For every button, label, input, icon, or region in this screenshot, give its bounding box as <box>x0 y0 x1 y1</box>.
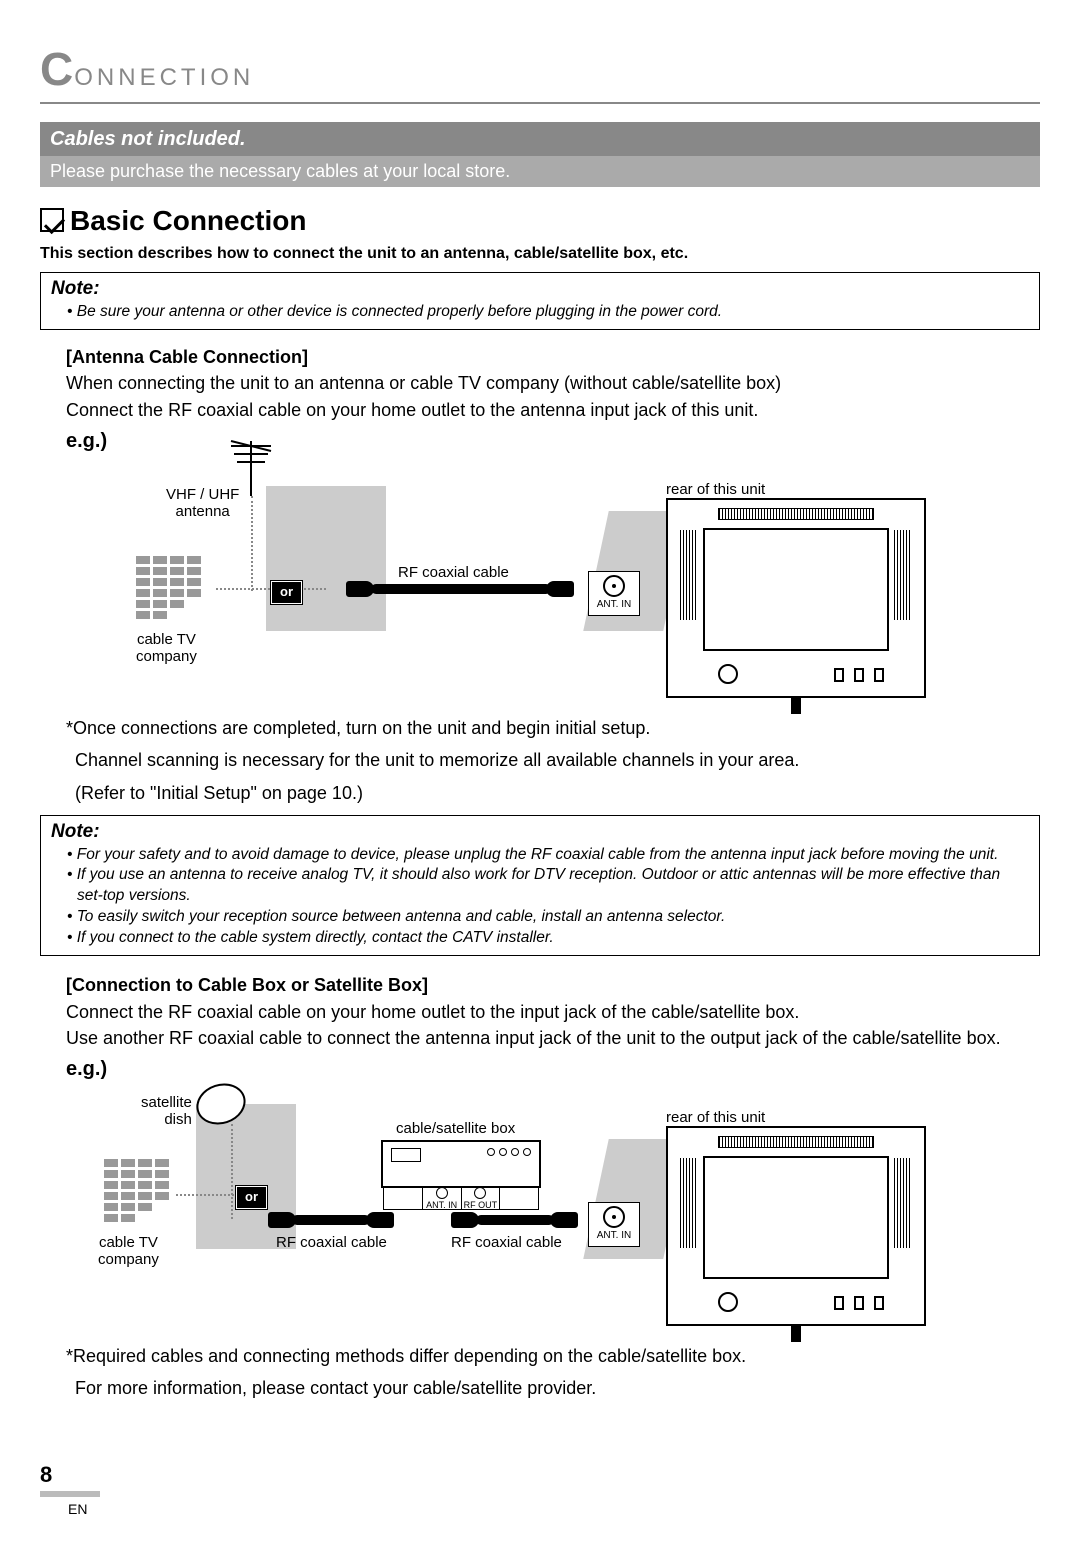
note-item: If you use an antenna to receive analog … <box>67 865 1029 907</box>
sat-dashed-line <box>231 1124 233 1219</box>
ant-in-jack: ANT. IN <box>588 571 640 616</box>
page-number: 8 <box>40 1462 52 1487</box>
cable2-line <box>476 1215 554 1225</box>
building-icon-2 <box>104 1159 174 1225</box>
cablesat-box-icon: ANT. IN RF OUT <box>381 1140 541 1188</box>
ant-in-text-2: ANT. IN <box>589 1229 639 1242</box>
checkbox-icon <box>40 208 64 232</box>
note-title: Note: <box>51 820 1029 845</box>
note-item: Be sure your antenna or other device is … <box>67 302 1029 323</box>
antenna-heading: [Antenna Cable Connection] <box>66 346 1040 369</box>
antenna-line1: When connecting the unit to an antenna o… <box>66 371 1040 395</box>
cable1-line <box>292 1215 370 1225</box>
ant-in-box-text: ANT. IN <box>426 1200 457 1210</box>
note-title: Note: <box>51 277 1029 302</box>
wall-outlet-zone <box>266 486 386 631</box>
eg-label-2: e.g.) <box>66 1056 1040 1082</box>
cablebox-footer1: *Required cables and connecting methods … <box>66 1344 1040 1368</box>
purchase-cables-bar: Please purchase the necessary cables at … <box>40 156 1040 187</box>
cable2-plug-right <box>550 1212 578 1228</box>
page-underline <box>40 1491 100 1497</box>
ant-in-jack-2: ANT. IN <box>588 1202 640 1247</box>
antenna-line2: Connect the RF coaxial cable on your hom… <box>66 398 1040 422</box>
antenna-dashed-line <box>251 496 253 591</box>
antenna-footer1: *Once connections are completed, turn on… <box>66 716 1040 740</box>
rf-cable2-label: RF coaxial cable <box>451 1234 562 1251</box>
page-footer: 8 EN <box>40 1461 1040 1521</box>
cable-plug-left <box>346 581 374 597</box>
or-badge-2: or <box>236 1186 267 1209</box>
cablebox-heading: [Connection to Cable Box or Satellite Bo… <box>66 974 1040 997</box>
note-box-1: Note: Be sure your antenna or other devi… <box>40 272 1040 330</box>
cablebox-line2: Use another RF coaxial cable to connect … <box>66 1026 1040 1050</box>
tv-unit-icon <box>666 498 926 698</box>
rear-label-2: rear of this unit <box>666 1109 765 1126</box>
page-lang: EN <box>68 1501 87 1517</box>
cables-not-included-bar: Cables not included. <box>40 122 1040 156</box>
cablebox-diagram: satellite dish cable TV company or RF co… <box>66 1084 1040 1334</box>
header-rest: ONNECTION <box>74 64 254 91</box>
cable-co-label-2: cable TV company <box>98 1234 159 1269</box>
section-header: CONNECTION <box>40 40 1040 104</box>
antenna-footer3: (Refer to "Initial Setup" on page 10.) <box>75 781 1040 805</box>
cable2-plug-left <box>451 1212 479 1228</box>
note-box-2: Note: For your safety and to avoid damag… <box>40 815 1040 956</box>
note-item: For your safety and to avoid damage to d… <box>67 845 1029 866</box>
rf-out-box-text: RF OUT <box>464 1200 498 1210</box>
cable-plug-right <box>546 581 574 597</box>
basic-connection-intro: This section describes how to connect th… <box>40 244 1040 265</box>
building-icon <box>136 556 206 622</box>
note-item: To easily switch your reception source b… <box>67 907 1029 928</box>
sat-dish-label: satellite dish <box>141 1094 192 1129</box>
note-item: If you connect to the cable system direc… <box>67 928 1029 949</box>
rear-label: rear of this unit <box>666 481 765 498</box>
antenna-footer2: Channel scanning is necessary for the un… <box>75 748 1040 772</box>
antenna-diagram: VHF / UHF antenna cable TV company or RF… <box>66 456 1040 706</box>
header-initial: C <box>40 43 74 95</box>
rf-cable-line <box>371 584 551 594</box>
vhf-uhf-label: VHF / UHF antenna <box>166 486 239 521</box>
cable-co-label: cable TV company <box>136 631 197 666</box>
basic-connection-text: Basic Connection <box>70 205 306 236</box>
cablebox-line1: Connect the RF coaxial cable on your hom… <box>66 1000 1040 1024</box>
eg-label: e.g.) <box>66 428 1040 454</box>
ant-in-text: ANT. IN <box>589 598 639 611</box>
rf-cable-label: RF coaxial cable <box>398 564 509 581</box>
cable1-plug-right <box>366 1212 394 1228</box>
tv-unit-icon-2 <box>666 1126 926 1326</box>
basic-connection-title: Basic Connection <box>40 203 1040 239</box>
or-badge: or <box>271 581 302 604</box>
cablesat-box-label: cable/satellite box <box>396 1120 515 1137</box>
rf-cable1-label: RF coaxial cable <box>276 1234 387 1251</box>
cablebox-footer2: For more information, please contact you… <box>75 1376 1040 1400</box>
